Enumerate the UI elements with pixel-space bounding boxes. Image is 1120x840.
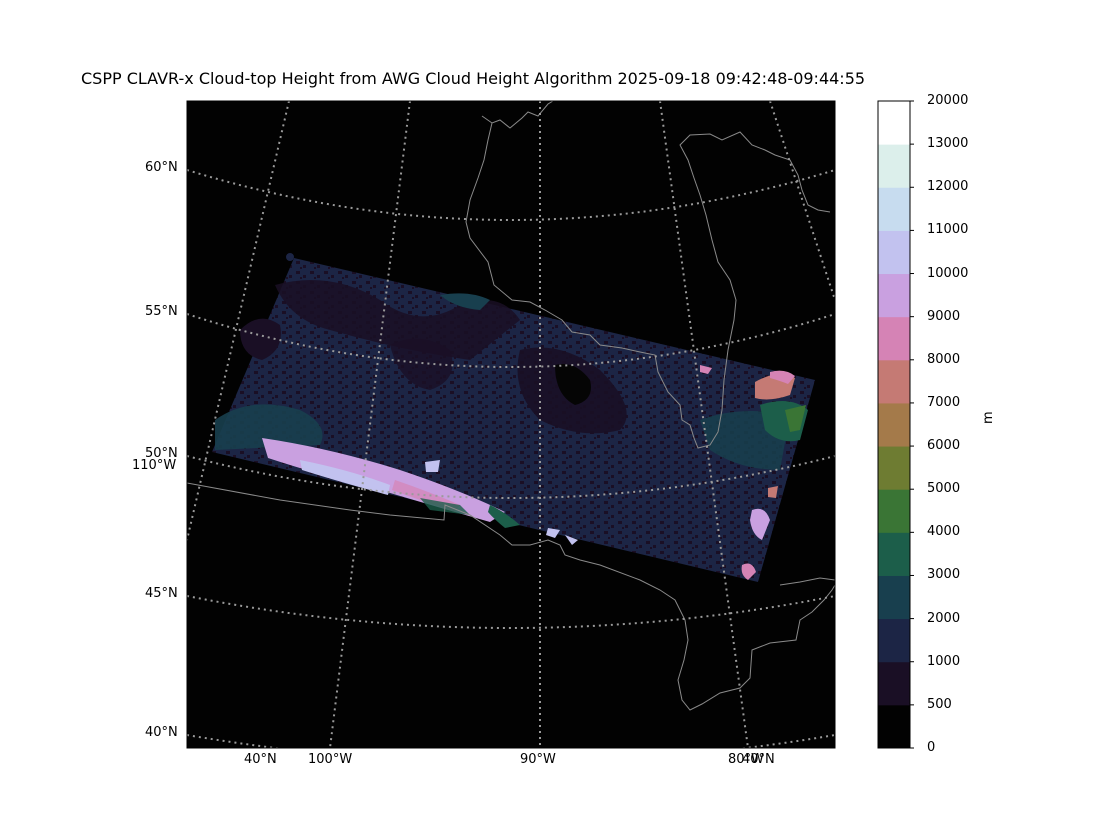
colorbar-segment <box>878 316 910 361</box>
lon-label-80w: 80°W <box>728 752 764 767</box>
colorbar-unit: m <box>981 411 996 424</box>
map-frame <box>186 100 836 749</box>
colorbar-segment <box>878 446 910 490</box>
colorbar-segment <box>878 575 910 620</box>
bottom-label-40n: 40°N <box>244 752 277 767</box>
lat-label-45: 45°N <box>145 586 178 601</box>
colorbar-label: 3000 <box>927 567 961 583</box>
colorbar-label: 20000 <box>927 93 969 108</box>
bottom-label-40n-right: 40°N <box>742 752 775 767</box>
colorbar-frame <box>877 100 911 749</box>
colorbar-label: 7000 <box>927 394 961 410</box>
colorbar <box>878 100 914 749</box>
colorbar-segment <box>878 359 910 404</box>
cloud-height-swath <box>212 253 815 582</box>
colorbar-segment <box>878 230 910 275</box>
colorbar-segment <box>878 187 910 231</box>
lat-label-50: 50°N <box>145 446 178 461</box>
colorbar-label: 11000 <box>927 222 969 238</box>
colorbar-label: 5000 <box>927 481 961 497</box>
colorbar-label: 9000 <box>927 308 961 324</box>
map-panel <box>186 100 836 749</box>
chart-title: CSPP CLAVR-x Cloud-top Height from AWG C… <box>81 69 866 88</box>
colorbar-segment <box>878 489 910 533</box>
colorbar-label: 10000 <box>927 265 969 281</box>
colorbar-segment <box>878 661 910 706</box>
colorbar-segment <box>878 532 910 576</box>
colorbar-segment <box>878 273 910 318</box>
colorbar-label: 13000 <box>927 136 969 152</box>
colorbar-label: 8000 <box>927 351 961 367</box>
colorbar-label: 0 <box>927 740 936 755</box>
lon-label-110w: 110°W <box>132 458 177 473</box>
colorbar-segment <box>878 704 910 749</box>
colorbar-segment <box>878 101 910 145</box>
colorbar-segment <box>878 618 910 663</box>
lon-label-90w: 90°W <box>520 752 556 767</box>
colorbar-label: 1000 <box>927 653 961 669</box>
graticule <box>187 101 835 748</box>
lat-label-55: 55°N <box>145 304 178 319</box>
colorbar-label: 12000 <box>927 179 969 195</box>
coastlines <box>187 101 835 711</box>
lat-label-60: 60°N <box>145 160 178 175</box>
lon-label-100w: 100°W <box>308 752 353 767</box>
colorbar-label: 4000 <box>927 524 961 540</box>
colorbar-label: 2000 <box>927 610 961 626</box>
colorbar-segment <box>878 402 910 447</box>
colorbar-label: 6000 <box>927 438 961 454</box>
lat-label-40: 40°N <box>145 725 178 740</box>
colorbar-label: 500 <box>927 696 952 712</box>
colorbar-segment <box>878 144 910 188</box>
